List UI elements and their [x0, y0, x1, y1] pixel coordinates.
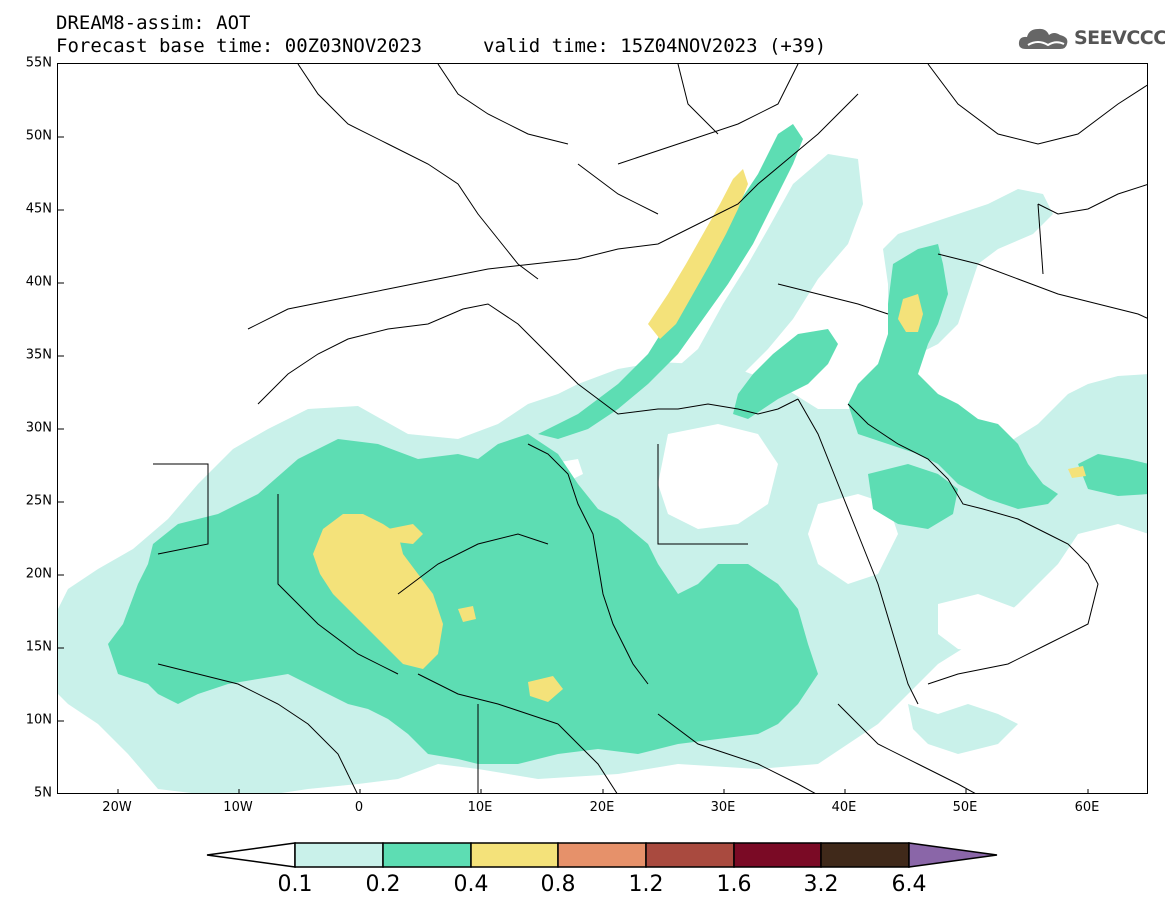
- lat-label: 55N: [25, 55, 52, 71]
- lat-label: 50N: [25, 128, 52, 144]
- map-title: DREAM8-assim: AOT: [56, 12, 251, 34]
- colorbar-label: 6.4: [891, 872, 927, 897]
- lon-label: 20W: [102, 800, 132, 815]
- forecast-base-time: Forecast base time: 00Z03NOV2023: [56, 35, 423, 57]
- logo-text: SEEVCCC: [1074, 27, 1165, 49]
- colorbar-label: 0.2: [365, 872, 401, 897]
- cloud-icon: [1018, 28, 1068, 49]
- lon-label: 50E: [952, 800, 978, 815]
- colorbar-swatch: [294, 842, 384, 868]
- lat-label: 25N: [25, 493, 52, 509]
- colorbar: [206, 842, 998, 868]
- lat-label: 15N: [25, 639, 52, 655]
- lon-label: 40E: [831, 800, 857, 815]
- map-panel: [57, 63, 1148, 794]
- lat-label: 40N: [25, 274, 52, 290]
- colorbar-swatch: [733, 842, 822, 868]
- lat-label: 20N: [25, 566, 52, 582]
- aot-map: [58, 64, 1147, 793]
- lon-label: 0: [354, 800, 364, 815]
- colorbar-swatch: [557, 842, 647, 868]
- lat-label: 35N: [25, 347, 52, 363]
- valid-time: valid time: 15Z04NOV2023 (+39): [483, 35, 827, 57]
- lat-label: 30N: [25, 420, 52, 436]
- lon-label: 60E: [1074, 800, 1100, 815]
- map-ticks: [58, 136, 1089, 793]
- colorbar-swatch: [645, 842, 735, 868]
- colorbar-over-triangle: [908, 842, 998, 868]
- colorbar-swatch: [470, 842, 559, 868]
- colorbar-swatch: [382, 842, 472, 868]
- colorbar-label: 0.1: [277, 872, 313, 897]
- colorbar-label: 0.4: [453, 872, 489, 897]
- lat-label: 5N: [34, 785, 52, 801]
- colorbar-label: 1.6: [716, 872, 752, 897]
- lon-label: 20E: [589, 800, 615, 815]
- colorbar-label: 3.2: [803, 872, 839, 897]
- map-boundaries: [153, 64, 1147, 793]
- colorbar-under-triangle: [206, 842, 296, 868]
- lat-label: 45N: [25, 201, 52, 217]
- lon-label: 10W: [223, 800, 253, 815]
- lat-label: 10N: [25, 712, 52, 728]
- colorbar-label: 0.8: [540, 872, 576, 897]
- seevccc-logo: SEEVCCC: [1018, 25, 1165, 51]
- colorbar-swatch: [820, 842, 910, 868]
- lon-label: 30E: [710, 800, 736, 815]
- lon-label: 10E: [467, 800, 493, 815]
- colorbar-label: 1.2: [628, 872, 664, 897]
